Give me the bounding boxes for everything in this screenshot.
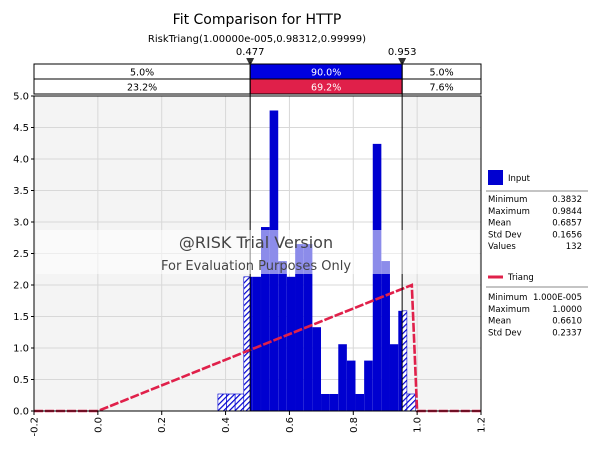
histogram-bar — [389, 344, 399, 411]
fit-percentage: 23.2% — [127, 83, 157, 94]
input-legend-label: Input — [508, 174, 531, 184]
input-stat-name: Maximum — [488, 207, 530, 217]
histogram-bar — [261, 227, 270, 411]
y-tick-label: 3.5 — [13, 186, 29, 197]
input-legend-swatch — [488, 170, 503, 185]
y-tick-label: 0.0 — [13, 407, 29, 418]
input-stat-name: Std Dev — [488, 230, 522, 240]
histogram-bar-tail — [243, 276, 251, 412]
input-stat-value: 0.1656 — [552, 230, 582, 240]
histogram-bar — [250, 276, 253, 411]
y-tick-label: 1.5 — [13, 312, 29, 323]
legend: Input Minimum 0.3832 Maximum 0.9844 Mean 0.685… — [486, 170, 588, 338]
histogram-bar-tail — [217, 393, 227, 412]
plot-area — [33, 62, 482, 413]
histogram-bar — [364, 360, 373, 411]
histogram-bar — [355, 393, 365, 411]
histogram-bar — [252, 276, 261, 411]
y-tick-label: 2.5 — [13, 249, 29, 260]
histogram-bar — [278, 261, 287, 411]
histogram-bar — [346, 360, 356, 411]
y-tick-label: 5.0 — [13, 92, 29, 103]
fit-stat-name: Minimum — [488, 293, 527, 303]
y-tick-label: 3.0 — [13, 218, 29, 229]
input-stat-value: 132 — [566, 242, 582, 252]
y-tick-label: 1.0 — [13, 344, 29, 355]
histogram-bar — [295, 244, 304, 411]
histogram-bar-tail — [234, 393, 245, 412]
input-stat-value: 0.6857 — [552, 219, 582, 229]
histogram-bar — [321, 393, 330, 411]
histogram-bar — [372, 143, 382, 411]
fit-stat-value: 1.0000 — [552, 305, 582, 315]
fit-stat-name: Maximum — [488, 305, 530, 315]
fit-legend-label: Triang — [507, 273, 534, 283]
fit-stat-value: 0.2337 — [552, 328, 582, 338]
y-tick-label: 4.5 — [13, 123, 29, 134]
watermark-line-1: @RISK Trial Version — [179, 233, 333, 252]
x-tick-label: -0.2 — [30, 417, 41, 437]
fit-stat-name: Std Dev — [488, 328, 522, 338]
y-tick-label: 0.5 — [13, 375, 29, 386]
fit-percentage: 69.2% — [311, 83, 341, 94]
input-stat-name: Values — [488, 242, 516, 252]
right-marker-label: 0.953 — [388, 47, 417, 58]
y-tick-label: 2.0 — [13, 281, 29, 292]
input-stat-name: Mean — [488, 219, 511, 229]
fit-percentage: 7.6% — [429, 83, 453, 94]
input-stat-value: 0.3832 — [552, 195, 582, 205]
fit-stat-name: Mean — [488, 317, 511, 327]
input-percentage: 5.0% — [130, 68, 154, 79]
x-tick-label: 0.6 — [285, 417, 296, 433]
x-tick-label: 0.8 — [349, 417, 360, 433]
y-tick-label: 4.0 — [13, 155, 29, 166]
fit-stat-value: 0.6610 — [552, 317, 582, 327]
chart-subtitle: RiskTriang(1.00000e-005,0.98312,0.99999) — [148, 34, 366, 45]
histogram-bar-tail — [226, 393, 236, 412]
input-percentage: 90.0% — [311, 68, 341, 79]
left-marker-label: 0.477 — [236, 47, 265, 58]
axes: 0.00.51.01.52.02.53.03.54.04.55.0-0.2 0.0… — [13, 92, 487, 437]
histogram-bar — [398, 310, 403, 411]
x-tick-label: 1.2 — [477, 417, 488, 433]
x-tick-label: 1.0 — [413, 417, 424, 433]
histogram-bar — [286, 276, 296, 411]
watermark-backdrop — [36, 230, 479, 274]
chart-title: Fit Comparison for HTTP — [173, 12, 342, 28]
input-stat-name: Minimum — [488, 195, 527, 205]
input-stat-value: 0.9844 — [552, 207, 582, 217]
histogram-bar — [329, 393, 339, 411]
histogram-bar — [381, 261, 390, 411]
histogram-bar-tail — [406, 393, 416, 412]
input-percentage: 5.0% — [429, 68, 453, 79]
watermark-line-2: For Evaluation Purposes Only — [161, 259, 351, 274]
x-tick-label: 0.0 — [93, 417, 104, 433]
histogram-bar-tail — [401, 310, 408, 412]
histogram-bar — [312, 327, 322, 411]
x-tick-label: 0.2 — [157, 417, 168, 433]
fit-stat-value: 1.000E-005 — [533, 293, 582, 303]
triang-fit-curve — [34, 283, 481, 413]
x-tick-label: 0.4 — [221, 417, 232, 433]
histogram-bar — [338, 344, 347, 411]
percentage-bands: 5.0% 23.2% 90.0% 69.2% 5.0% 7.6% — [33, 58, 482, 95]
